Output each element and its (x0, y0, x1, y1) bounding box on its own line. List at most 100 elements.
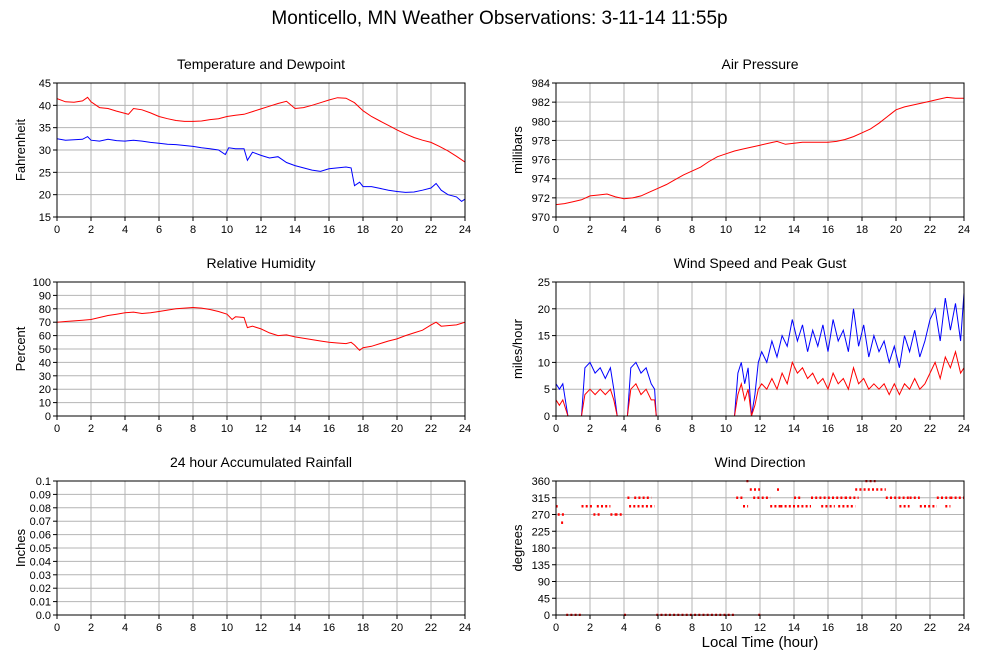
x-tick-label: 22 (924, 423, 936, 435)
y-tick-label: 0 (544, 411, 550, 423)
chart-title: Relative Humidity (207, 255, 316, 271)
x-tick-label: 6 (156, 622, 162, 634)
x-tick-label: 20 (391, 622, 403, 634)
x-tick-label: 6 (655, 423, 661, 435)
x-tick-label: 16 (822, 622, 834, 634)
y-tick-label: 360 (532, 476, 550, 488)
x-tick-label: 24 (958, 423, 970, 435)
x-tick-label: 0 (54, 423, 60, 435)
series-line-1 (556, 349, 964, 417)
x-tick-label: 24 (459, 423, 471, 435)
y-tick-label: 25 (538, 277, 550, 289)
x-tick-label: 22 (924, 622, 936, 634)
y-tick-label: 35 (39, 123, 51, 135)
y-tick-label: 40 (39, 357, 51, 369)
y-tick-label: 225 (532, 526, 550, 538)
y-axis-label: Inches (13, 528, 28, 567)
y-tick-label: 972 (532, 193, 550, 205)
x-tick-label: 16 (822, 423, 834, 435)
y-tick-label: 0.03 (30, 570, 51, 582)
x-tick-label: 0 (553, 423, 559, 435)
x-tick-label: 16 (323, 224, 335, 236)
relative-humidity-chart: 0 2 4 6 8 10 12 14 16 18 20 22 240102030405060708090… (13, 255, 471, 435)
x-tick-label: 8 (190, 423, 196, 435)
x-tick-label: 10 (221, 423, 233, 435)
x-tick-label: 2 (587, 622, 593, 634)
y-tick-label: 0.06 (30, 530, 51, 542)
y-tick-label: 0 (45, 411, 51, 423)
y-tick-label: 80 (39, 304, 51, 316)
x-tick-label: 12 (754, 224, 766, 236)
y-tick-label: 0.08 (30, 503, 51, 515)
x-tick-label: 8 (190, 622, 196, 634)
y-tick-label: 978 (532, 135, 550, 147)
y-tick-label: 15 (538, 331, 550, 343)
x-tick-label: 18 (856, 622, 868, 634)
x-tick-label: 24 (459, 224, 471, 236)
y-tick-label: 0.05 (30, 543, 51, 555)
y-axis-label: degrees (510, 524, 525, 571)
y-tick-label: 0.04 (30, 556, 51, 568)
y-tick-label: 0.0 (36, 610, 51, 622)
x-tick-label: 4 (122, 622, 128, 634)
wind-direction-chart: 0 2 4 6 8 10 12 14 16 18 20 22 240459013518022527031… (510, 454, 970, 634)
x-tick-label: 4 (621, 224, 627, 236)
y-tick-label: 30 (39, 371, 51, 383)
y-tick-label: 25 (39, 167, 51, 179)
y-tick-label: 974 (532, 174, 550, 186)
y-tick-label: 0.07 (30, 516, 51, 528)
x-tick-label: 14 (289, 423, 301, 435)
x-tick-label: 10 (221, 622, 233, 634)
y-tick-label: 20 (39, 384, 51, 396)
y-tick-label: 90 (538, 577, 550, 589)
temperature-dewpoint-chart: 0 2 4 6 8 10 12 14 16 18 20 22 2415202530354045Tempe… (13, 56, 471, 236)
x-tick-label: 22 (425, 224, 437, 236)
x-tick-label: 0 (553, 622, 559, 634)
y-tick-label: 976 (532, 155, 550, 167)
x-tick-label: 16 (323, 423, 335, 435)
y-tick-label: 0 (544, 610, 550, 622)
y-tick-label: 15 (39, 212, 51, 224)
x-tick-label: 14 (289, 224, 301, 236)
y-axis-label: Percent (13, 326, 28, 371)
x-tick-label: 6 (156, 224, 162, 236)
chart-title: Wind Direction (714, 454, 805, 470)
y-tick-label: 0.09 (30, 489, 51, 501)
x-tick-label: 0 (553, 224, 559, 236)
chart-title: Air Pressure (721, 56, 798, 72)
x-tick-label: 12 (255, 224, 267, 236)
page-title: Monticello, MN Weather Observations: 3-1… (271, 8, 728, 29)
y-tick-label: 50 (39, 344, 51, 356)
x-tick-label: 2 (587, 423, 593, 435)
x-tick-label: 8 (190, 224, 196, 236)
series-group (57, 96, 465, 203)
series-line-0 (57, 96, 465, 163)
x-tick-label: 10 (720, 622, 732, 634)
series-group (556, 292, 964, 417)
y-tick-label: 315 (532, 493, 550, 505)
y-tick-label: 5 (544, 384, 550, 396)
x-tick-label: 10 (720, 224, 732, 236)
y-tick-label: 984 (532, 78, 550, 90)
x-tick-label: 14 (788, 622, 800, 634)
x-tick-label: 8 (689, 622, 695, 634)
x-tick-label: 2 (88, 224, 94, 236)
x-tick-label: 8 (689, 224, 695, 236)
y-tick-label: 10 (39, 398, 51, 410)
y-axis-label: Fahrenheit (13, 119, 28, 182)
x-tick-label: 16 (323, 622, 335, 634)
x-tick-label: 2 (88, 423, 94, 435)
x-tick-label: 4 (621, 423, 627, 435)
x-tick-label: 20 (391, 423, 403, 435)
x-tick-label: 18 (357, 622, 369, 634)
y-axis-label: millibars (510, 126, 525, 174)
y-tick-label: 0.1 (36, 476, 51, 488)
y-tick-label: 970 (532, 212, 550, 224)
y-tick-label: 30 (39, 145, 51, 157)
x-tick-label: 12 (754, 423, 766, 435)
y-tick-label: 90 (39, 290, 51, 302)
series-line-0 (556, 96, 964, 206)
chart-title: 24 hour Accumulated Rainfall (170, 454, 352, 470)
x-tick-label: 22 (425, 423, 437, 435)
y-tick-label: 70 (39, 317, 51, 329)
